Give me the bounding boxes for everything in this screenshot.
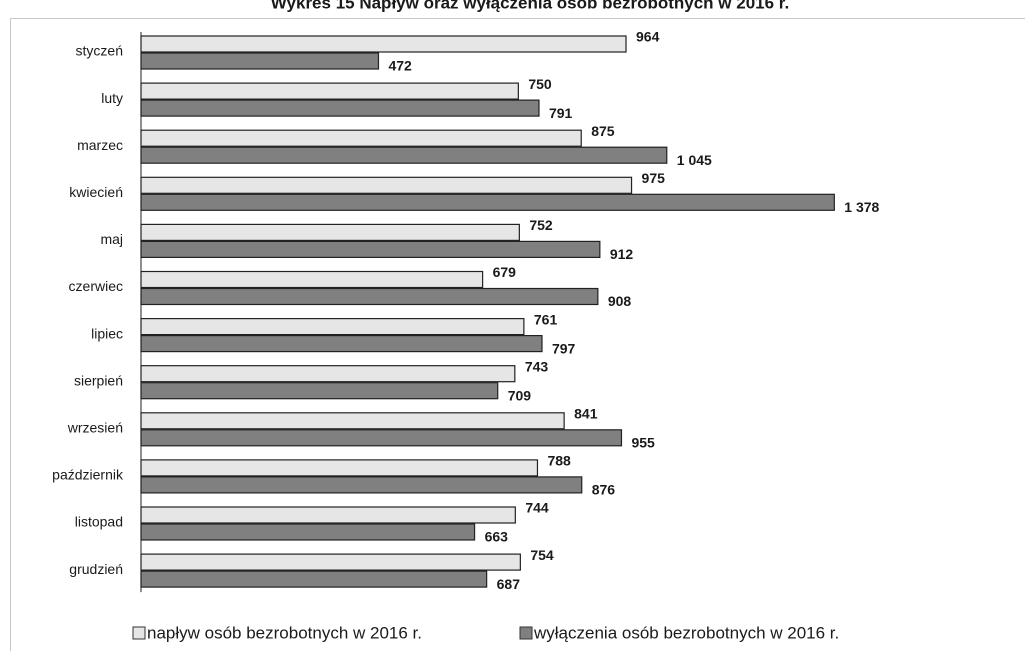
value-label: 761 [534, 311, 558, 327]
category-label: październik [52, 467, 124, 483]
value-label: 663 [485, 529, 509, 545]
category-label: grudzień [69, 561, 123, 577]
bar [140, 146, 668, 164]
category-label: sierpień [74, 372, 123, 388]
legend-swatch [132, 626, 146, 640]
bar [140, 176, 633, 194]
bar [140, 240, 601, 258]
value-label: 876 [592, 482, 616, 498]
value-label: 687 [497, 576, 521, 592]
chart-border [10, 18, 1025, 651]
category-label: styczeń [76, 43, 123, 59]
bar [140, 52, 380, 70]
bar [140, 35, 627, 53]
value-label: 744 [525, 500, 549, 516]
value-label: 743 [525, 358, 549, 374]
value-label: 797 [552, 340, 576, 356]
category-label: czerwiec [69, 278, 123, 294]
value-label: 912 [610, 246, 634, 262]
category-label: marzec [77, 137, 123, 153]
value-label: 975 [642, 170, 666, 186]
bar [140, 223, 520, 241]
legend-swatch [519, 626, 533, 640]
category-label: listopad [75, 514, 123, 530]
bar [140, 335, 543, 353]
value-label: 1 045 [677, 152, 712, 168]
bar [140, 476, 583, 494]
bar [140, 412, 565, 430]
bar [140, 99, 540, 117]
bar [140, 129, 582, 147]
value-label: 955 [631, 435, 655, 451]
value-label: 1 378 [844, 199, 879, 215]
bar [140, 193, 835, 211]
value-label: 791 [549, 105, 573, 121]
value-label: 754 [530, 547, 554, 563]
value-label: 679 [493, 264, 517, 280]
category-label: wrzesień [67, 420, 123, 436]
category-label: kwiecień [69, 184, 123, 200]
category-label: lipiec [91, 325, 123, 341]
value-label: 750 [528, 76, 552, 92]
legend-label: wyłączenia osób bezrobotnych w 2016 r. [533, 623, 839, 642]
value-label: 472 [388, 58, 412, 74]
value-label: 841 [574, 406, 598, 422]
category-label: luty [101, 90, 123, 106]
bar [140, 523, 476, 541]
category-label: maj [100, 231, 123, 247]
value-label: 752 [529, 217, 553, 233]
bar [140, 553, 521, 571]
bar [140, 429, 623, 447]
value-label: 788 [547, 453, 571, 469]
bar [140, 270, 484, 289]
bar [140, 506, 516, 524]
value-label: 908 [608, 293, 632, 309]
bar [140, 82, 519, 100]
value-label: 964 [636, 29, 660, 45]
value-label: 709 [508, 387, 532, 403]
value-label: 875 [591, 123, 615, 139]
legend-label: napływ osób bezrobotnych w 2016 r. [147, 623, 422, 642]
bar [140, 365, 516, 383]
bar [140, 382, 499, 400]
bar [140, 318, 525, 336]
bar [140, 570, 488, 588]
bar [140, 459, 539, 477]
chart-title: Wykres 15 Napływ oraz wyłączenia osób be… [271, 0, 789, 12]
bar [140, 287, 599, 306]
